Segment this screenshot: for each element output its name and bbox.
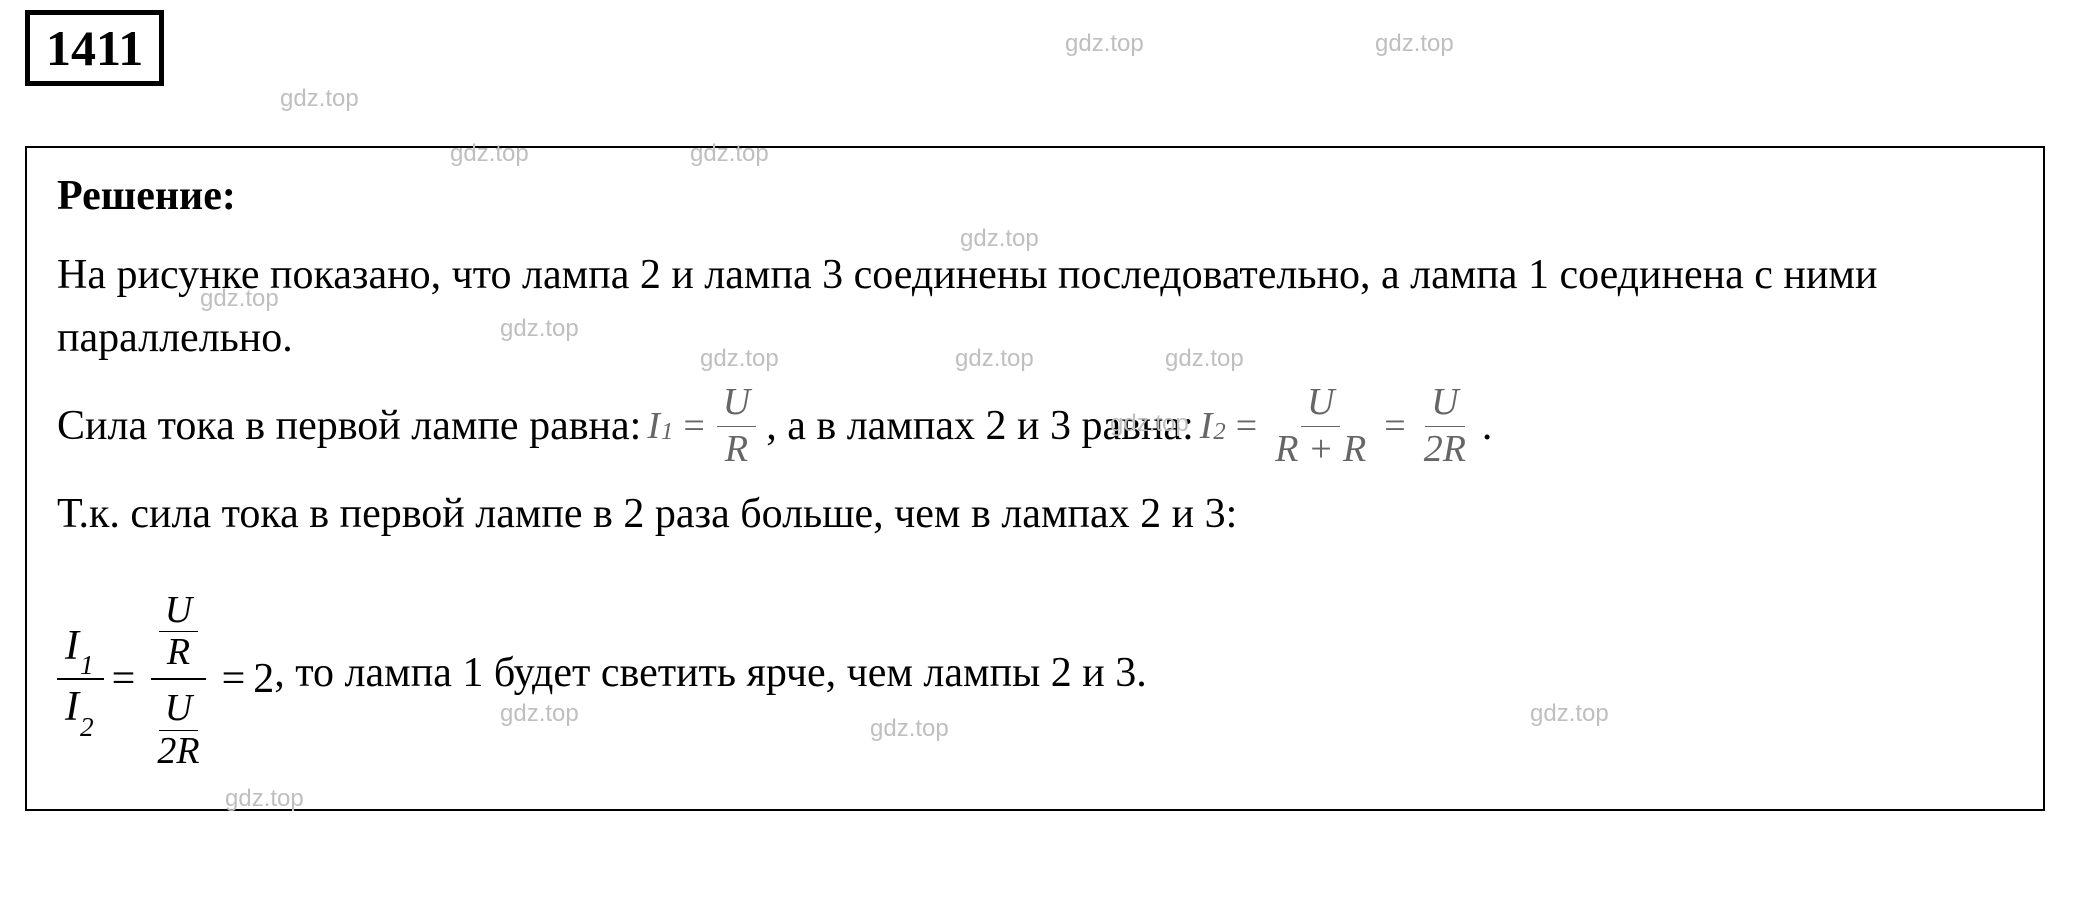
ratio-mid-bot-num: U	[159, 688, 198, 731]
line2-text-1: Сила тока в первой лампе равна:	[57, 395, 641, 458]
formula-i1-frac: U R	[717, 382, 756, 471]
ratio-mid-top-num: U	[159, 590, 198, 633]
ratio-top-var: I	[65, 623, 79, 669]
ratio-mid: U R U 2R	[143, 586, 213, 773]
solution-line-4: I1 I2 = U R U 2R	[57, 586, 2013, 773]
ratio-top-sub: 1	[80, 650, 94, 680]
formula-i2-frac1: U R + R	[1269, 382, 1372, 471]
line2-text-3: .	[1482, 395, 1493, 458]
ratio-bot-var: I	[65, 684, 79, 730]
formula-i2: I2 = U R + R = U 2R	[1200, 382, 1476, 471]
solution-line-2: Сила тока в первой лампе равна: I1 = U R…	[57, 382, 2013, 471]
problem-number-box: 1411	[25, 10, 164, 86]
ratio-mid-top-frac: U R	[159, 590, 198, 675]
ratio-mid-top-den: R	[161, 632, 196, 674]
ratio-bot-sub: 2	[80, 712, 94, 742]
formula-i2-sub: 2	[1213, 418, 1225, 446]
equals-sign: =	[1384, 404, 1405, 448]
formula-i1-var: I	[647, 404, 660, 448]
ratio-result: 2	[253, 655, 274, 703]
formula-i2-den2: 2R	[1418, 427, 1472, 471]
ratio-mid-top: U R	[151, 586, 206, 681]
watermark: gdz.top	[1375, 30, 1454, 58]
solution-line-1: На рисунке показано, что лампа 2 и лампа…	[57, 244, 2013, 370]
ratio-lhs: I1 I2	[57, 623, 104, 736]
watermark: gdz.top	[280, 85, 359, 113]
line4-text: , то лампа 1 будет светить ярче, чем лам…	[274, 642, 1147, 705]
formula-i2-den1: R + R	[1269, 427, 1372, 471]
equals-sign: =	[112, 655, 136, 703]
formula-i2-var: I	[1200, 404, 1213, 448]
problem-number: 1411	[46, 20, 143, 76]
ratio-mid-bot-frac: U 2R	[151, 688, 205, 773]
formula-i2-frac2: U 2R	[1418, 382, 1472, 471]
watermark: gdz.top	[1065, 30, 1144, 58]
ratio-lhs-num: I1	[57, 623, 104, 680]
equals-sign: =	[683, 404, 704, 448]
formula-i1-sub: 1	[661, 418, 673, 446]
equals-sign: =	[222, 655, 246, 703]
formula-i1-den: R	[719, 427, 754, 471]
ratio-mid-bot: U 2R	[143, 680, 213, 773]
solution-box: Решение: На рисунке показано, что лампа …	[25, 146, 2045, 811]
ratio-lhs-den: I2	[57, 680, 104, 735]
formula-i2-num2: U	[1425, 382, 1464, 427]
solution-heading: Решение:	[57, 172, 2013, 220]
formula-i2-num1: U	[1301, 382, 1340, 427]
formula-i1-num: U	[717, 382, 756, 427]
ratio-mid-bot-den: 2R	[151, 731, 205, 773]
line2-text-2: , а в лампах 2 и 3 равна:	[766, 395, 1194, 458]
solution-line-3: Т.к. сила тока в первой лампе в 2 раза б…	[57, 483, 2013, 546]
formula-ratio: I1 I2 = U R U 2R	[57, 586, 274, 773]
equals-sign: =	[1236, 404, 1257, 448]
formula-i1: I1 = U R	[647, 382, 760, 471]
